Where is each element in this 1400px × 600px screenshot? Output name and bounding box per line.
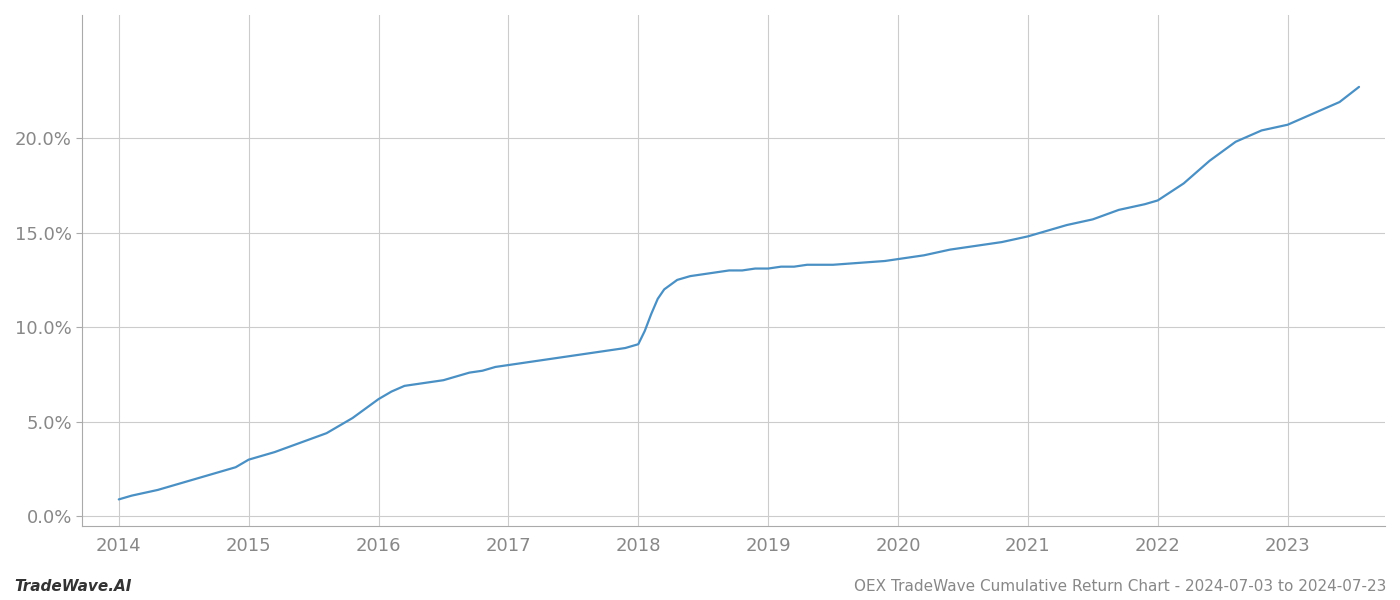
Text: TradeWave.AI: TradeWave.AI xyxy=(14,579,132,594)
Text: OEX TradeWave Cumulative Return Chart - 2024-07-03 to 2024-07-23: OEX TradeWave Cumulative Return Chart - … xyxy=(854,579,1386,594)
